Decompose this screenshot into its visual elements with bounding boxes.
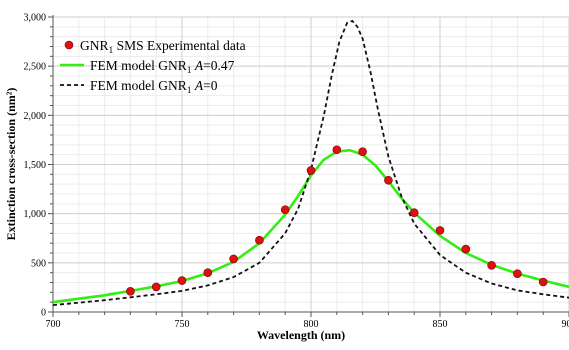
data-point [409, 208, 419, 217]
y-tick-label: 1,000 [24, 209, 47, 220]
axes [48, 15, 569, 317]
series-line-fem-a0 [52, 19, 569, 306]
series-layer [52, 19, 569, 306]
data-point [177, 276, 187, 285]
data-point [229, 254, 238, 264]
grid [52, 16, 569, 313]
data-point [461, 244, 471, 254]
data-point [306, 166, 316, 175]
legend-label: GNR1 SMS Experimental data [80, 38, 246, 56]
data-point [126, 287, 135, 296]
y-tick-label: 3,000 [24, 13, 47, 24]
data-point [358, 147, 367, 157]
y-axis-title: Extinction cross-section (nm²) [4, 88, 18, 241]
y-tick-label: 2,500 [24, 62, 47, 73]
data-point [203, 268, 213, 277]
data-point [151, 282, 161, 292]
data-point [280, 205, 290, 215]
y-tick-label: 0 [41, 308, 46, 319]
data-point [255, 235, 264, 245]
x-tick-label: 700 [46, 319, 61, 330]
y-tick-label: 1,500 [24, 160, 47, 171]
legend-label: FEM model GNR1 A=0.47 [90, 58, 235, 76]
data-point [513, 269, 522, 278]
y-tick-label: 500 [31, 258, 46, 269]
x-axis-title: Wavelength (nm) [257, 328, 345, 342]
x-tick-label: 850 [433, 319, 448, 330]
legend-label: FEM model GNR1 A=0 [90, 78, 218, 96]
legend-marker [64, 40, 74, 50]
y-tick-label: 2,000 [24, 111, 47, 122]
data-point [332, 145, 342, 155]
legend: GNR1 SMS Experimental data FEM model GNR1… [60, 38, 246, 96]
data-point [487, 260, 496, 270]
data-point [538, 277, 548, 287]
x-tick-label: 800 [304, 319, 319, 330]
x-tick-label: 900 [562, 319, 569, 330]
series-line-fem-a047 [52, 148, 569, 304]
tick-labels: 700 750 800 850 900 0 500 1,000 1,500 2,000 2,500 3… [24, 13, 569, 331]
data-point [384, 175, 393, 185]
x-tick-label: 750 [175, 319, 190, 330]
data-point [435, 226, 445, 235]
